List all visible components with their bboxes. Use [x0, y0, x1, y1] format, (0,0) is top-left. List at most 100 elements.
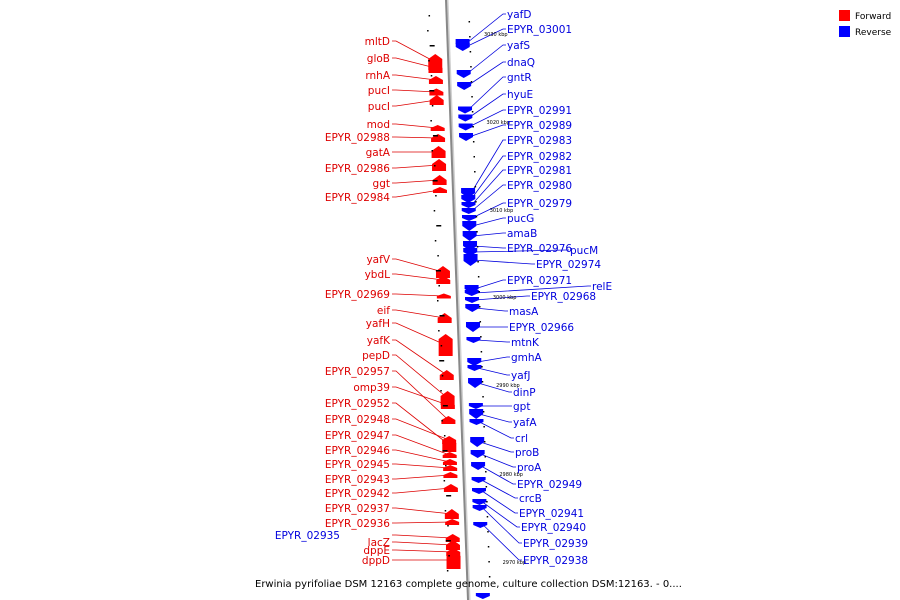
- reverse-gene-label-epyr-02983: EPYR_02983: [507, 135, 572, 147]
- reverse-gene-feature: [470, 450, 485, 458]
- reverse-gene-label-epyr-02966: EPYR_02966: [509, 322, 574, 334]
- reverse-leader-line: [466, 44, 506, 75]
- reverse-gene-feature: [461, 208, 476, 214]
- forward-leader-line: [392, 89, 437, 93]
- forward-gene-label-epyr-02943: EPYR_02943: [325, 474, 390, 486]
- reverse-gene-feature: [473, 522, 488, 528]
- scale-mark: [428, 60, 430, 62]
- tick-label: 2990 kbp: [496, 383, 520, 389]
- forward-leader-line: [392, 322, 446, 346]
- scale-mark: [473, 156, 475, 158]
- scale-mark: [483, 426, 485, 428]
- reverse-leader-line: [481, 490, 518, 514]
- scale-mark: [472, 141, 475, 143]
- forward-gene-feature: [444, 509, 459, 519]
- forward-gene-label-lacz: lacZ: [368, 537, 390, 549]
- forward-gene-feature: [442, 459, 457, 465]
- reverse-leader-line: [465, 13, 506, 45]
- forward-gene-feature: [432, 159, 447, 171]
- forward-gene-label-epyr-02947: EPYR_02947: [325, 430, 390, 442]
- reverse-leader-line: [477, 382, 512, 393]
- scale-mark: [441, 420, 443, 422]
- backbone-line: [445, 0, 469, 600]
- scale-mark: [476, 246, 479, 248]
- scale-mark: [478, 291, 480, 293]
- forward-gene-feature: [436, 293, 451, 299]
- reverse-gene-label-crl: crl: [515, 433, 528, 445]
- forward-gene-feature: [445, 540, 460, 550]
- reverse-gene-feature: [458, 123, 473, 131]
- legend-reverse-label: Reverse: [855, 28, 892, 38]
- reverse-gene-label-epyr-02968: EPYR_02968: [531, 291, 596, 303]
- reverse-gene-feature: [468, 403, 483, 409]
- forward-gene-feature: [432, 187, 447, 193]
- scale-mark: [446, 495, 452, 497]
- forward-leader-line: [392, 386, 448, 406]
- scale-mark: [485, 486, 488, 488]
- reverse-gene-label-mtnk: mtnK: [511, 337, 540, 349]
- reverse-leader-line: [470, 155, 506, 200]
- forward-gene-label-pepd: pepD: [362, 350, 390, 362]
- scale-mark: [471, 96, 473, 98]
- forward-gene-feature: [445, 519, 460, 525]
- reverse-leader-line: [480, 465, 516, 485]
- scale-mark: [428, 15, 431, 17]
- scale-mark: [488, 576, 491, 578]
- forward-leader-line: [392, 40, 436, 63]
- scale-mark: [432, 135, 438, 137]
- reverse-gene-label-amab: amaB: [507, 228, 537, 240]
- reverse-gene-label-pucm: pucM: [570, 245, 598, 257]
- gene-features: [428, 39, 490, 599]
- scale-mark: [435, 270, 441, 272]
- scale-mark: [443, 435, 446, 437]
- forward-gene-feature: [437, 313, 452, 323]
- scale-mark: [443, 480, 446, 482]
- reverse-leader-line: [472, 245, 506, 249]
- scale-mark: [439, 360, 445, 362]
- reverse-leader-line: [465, 28, 506, 48]
- scale-mark: [479, 321, 482, 323]
- scale-mark: [430, 75, 433, 77]
- forward-leader-line: [392, 258, 444, 273]
- scale-mark: [480, 351, 483, 353]
- scale-mark: [468, 21, 471, 23]
- forward-gene-label-puci: pucI: [368, 101, 390, 113]
- reverse-leader-line: [479, 421, 514, 439]
- forward-leader-line: [392, 273, 444, 281]
- scale-mark: [483, 441, 486, 443]
- forward-leader-line: [392, 74, 436, 81]
- scale-mark: [487, 531, 489, 533]
- reverse-leader-line: [476, 339, 510, 343]
- forward-gene-label-epyr-02986: EPYR_02986: [325, 163, 390, 175]
- reverse-gene-feature: [469, 409, 484, 419]
- map-caption: Erwinia pyrifoliae DSM 12163 complete ge…: [255, 579, 682, 590]
- reverse-gene-feature: [457, 82, 472, 90]
- forward-gene-feature: [429, 88, 444, 96]
- reverse-leader-line: [474, 295, 530, 301]
- scale-mark: [440, 390, 442, 392]
- forward-gene-feature: [442, 436, 457, 444]
- reverse-gene-feature: [461, 215, 476, 221]
- scale-mark: [485, 471, 487, 473]
- reverse-leader-line: [471, 169, 506, 206]
- scale-mark: [486, 501, 488, 503]
- legend-forward-swatch: [839, 10, 850, 21]
- scale-mark: [474, 171, 476, 173]
- forward-gene-feature: [443, 465, 458, 471]
- reverse-gene-feature: [463, 254, 478, 266]
- scale-mark: [431, 105, 434, 107]
- forward-leader-line: [392, 189, 441, 198]
- scale-mark: [480, 336, 482, 338]
- reverse-leader-line: [482, 507, 522, 544]
- reverse-leader-line: [468, 93, 506, 119]
- forward-leader-line: [392, 57, 436, 69]
- reverse-gene-label-gntr: gntR: [507, 72, 532, 84]
- scale-mark: [481, 366, 483, 368]
- reverse-gene-feature: [467, 365, 482, 371]
- forward-leader-line: [392, 179, 440, 184]
- reverse-gene-label-epyr-02980: EPYR_02980: [507, 180, 572, 192]
- forward-gene-label-epyr-02969: EPYR_02969: [325, 289, 390, 301]
- forward-gene-feature: [442, 452, 457, 458]
